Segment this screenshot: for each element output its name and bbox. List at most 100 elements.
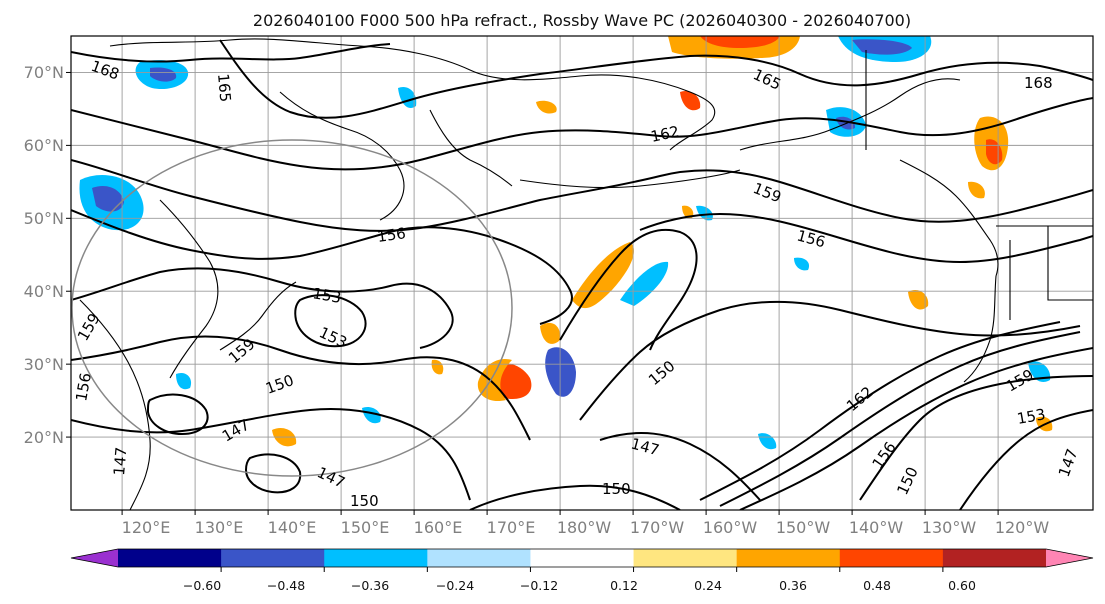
colorbar-segment [942, 549, 1047, 567]
lat-label: 40°N [24, 282, 64, 301]
colorbar-outline [70, 548, 1094, 568]
border-state-a [1047, 226, 1093, 301]
map-panel: 168 165 165 168 162 159 156 156 153 153 … [71, 36, 1093, 510]
coast-japan [219, 281, 297, 351]
coast-asia-east [159, 199, 219, 379]
latitude-labels: 70°N 60°N 50°N 40°N 30°N 20°N [24, 63, 64, 447]
contour-loop-c [244, 453, 302, 494]
shade-blue-center [545, 347, 576, 397]
coast-namerica [963, 275, 997, 383]
shade-blue-north-core [852, 39, 912, 55]
contour-162-a [71, 97, 1093, 171]
contour-147-a [71, 407, 471, 501]
colorbar: −0.60 −0.48 −0.36 −0.24 −0.12 0.12 0.24 … [70, 548, 1094, 593]
shade-blue-subtrop [362, 406, 381, 424]
contour-label: 147 [110, 446, 130, 476]
lon-label: 170°E [487, 518, 536, 537]
lon-label: 170°W [630, 518, 685, 537]
contour-153-b [559, 228, 698, 351]
shade-orange-kuril [680, 90, 701, 111]
colorbar-tick-label: 0.12 [610, 578, 638, 593]
colorbar-tick-label: −0.12 [520, 578, 558, 593]
contour-156-b [639, 212, 1093, 264]
colorbar-segment [839, 549, 944, 567]
coast-okhotsk [279, 91, 405, 221]
coast-alaska [739, 78, 961, 151]
coast-china [79, 299, 151, 510]
contour-168-a [71, 43, 391, 63]
axis-ticks [66, 71, 999, 515]
colorbar-tick-label: 0.60 [948, 578, 976, 593]
lat-label: 30°N [24, 355, 64, 374]
colorbar-segment [427, 549, 531, 567]
shade-red-north [700, 36, 780, 48]
coast-canada-west [899, 159, 999, 277]
shade-orange-center-b [540, 322, 561, 344]
anomaly-shading [79, 36, 1053, 450]
contour-label: 150 [350, 492, 379, 510]
colorbar-segment [221, 549, 325, 567]
map-frame [70, 35, 1094, 511]
chart-title: 2026040100 F000 500 hPa refract., Rossby… [253, 11, 911, 30]
contour-156-a [71, 209, 573, 325]
colorbar-tick-label: 0.48 [863, 578, 891, 593]
shade-orange-east-b [968, 181, 985, 199]
contour-165-a [219, 39, 1093, 119]
contour-159-a [71, 159, 1093, 232]
lat-label: 20°N [24, 428, 64, 447]
lon-label: 130°W [922, 518, 977, 537]
lon-label: 160°E [414, 518, 463, 537]
lat-label: 60°N [24, 136, 64, 155]
shade-orange-pac-e [431, 359, 444, 375]
lon-label: 120°E [122, 518, 171, 537]
shade-blue-east-c [1028, 361, 1051, 382]
coast-aleutians [519, 169, 741, 189]
contour-label: 162 [649, 122, 681, 146]
shade-blue-jet [620, 261, 669, 306]
colorbar-segment [118, 549, 222, 567]
longitude-labels: 120°E 130°E 140°E 150°E 160°E 170°E 180°… [122, 518, 1050, 537]
colorbar-tick-label: −0.60 [183, 578, 221, 593]
shade-blue-japan [176, 372, 192, 390]
lon-label: 150°W [776, 518, 831, 537]
contour-jet-a [699, 321, 1061, 501]
focus-circle [71, 139, 513, 477]
lon-label: 180°W [557, 518, 612, 537]
colorbar-tick-label: 0.36 [779, 578, 807, 593]
colorbar-extend-min [71, 549, 118, 567]
contour-147-b [599, 432, 761, 501]
colorbar-segment [736, 549, 841, 567]
shade-blue-kamchatka-core [150, 67, 177, 82]
contour-label: 156 [72, 371, 95, 402]
lat-label: 50°N [24, 209, 64, 228]
shade-blue-westpac-core [92, 185, 124, 212]
lon-label: 150°E [341, 518, 390, 537]
lon-label: 130°E [195, 518, 244, 537]
contour-label: 150 [602, 480, 631, 498]
lon-label: 160°W [703, 518, 758, 537]
contour-label: 156 [376, 224, 407, 246]
shade-orange-center [477, 358, 512, 402]
shade-blue-jet-b [696, 205, 713, 221]
contour-label: 168 [1024, 74, 1053, 92]
lon-label: 140°W [849, 518, 904, 537]
contour-east-b [959, 409, 1093, 510]
colorbar-tick-label: −0.48 [267, 578, 305, 593]
colorbar-segment [633, 549, 738, 567]
lat-label: 70°N [24, 63, 64, 82]
colorbar-extend-max [1046, 549, 1093, 567]
colorbar-tick-label: −0.36 [351, 578, 389, 593]
colorbar-tick-label: 0.24 [694, 578, 722, 593]
coast-siberia [109, 38, 716, 151]
contour-jet-b [719, 331, 1081, 507]
shade-orange-nw [536, 100, 557, 114]
lon-label: 120°W [995, 518, 1050, 537]
shade-blue-aleut [794, 257, 810, 271]
colorbar-segment [530, 549, 635, 567]
contour-loop-b [146, 393, 209, 436]
lon-label: 140°E [268, 518, 317, 537]
colorbar-tick-label: −0.24 [436, 578, 474, 593]
shade-orange-east [908, 289, 929, 310]
coastlines [79, 38, 1093, 510]
